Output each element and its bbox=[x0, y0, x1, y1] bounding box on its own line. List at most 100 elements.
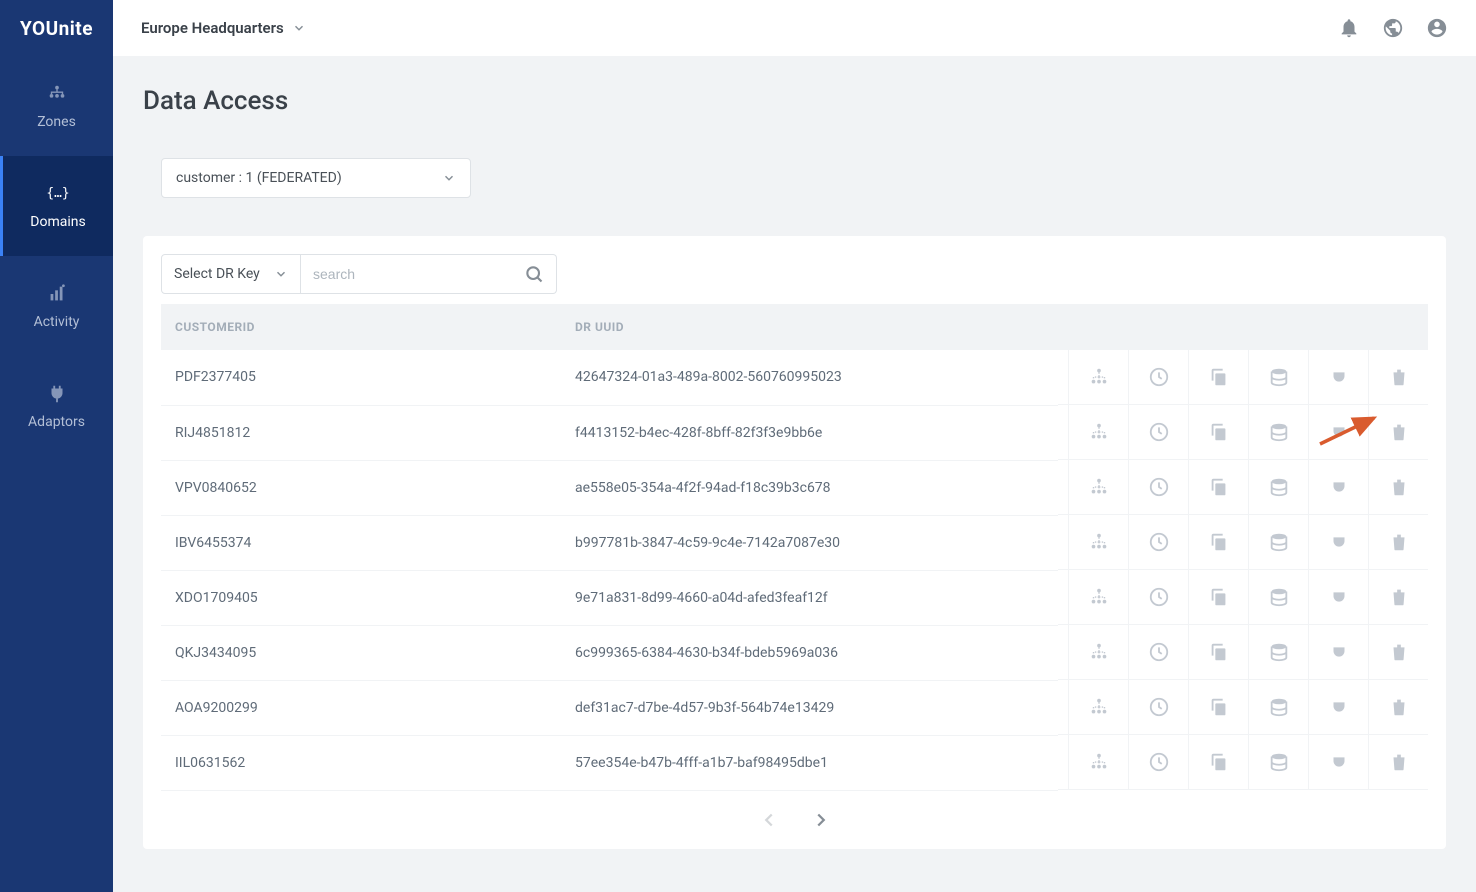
topbar: Europe Headquarters bbox=[113, 0, 1476, 56]
cell-druuid: b997781b-3847-4c59-9c4e-7142a7087e30 bbox=[561, 515, 1058, 570]
history-action-button[interactable] bbox=[1128, 460, 1188, 514]
pager bbox=[143, 791, 1446, 849]
chevron-down-icon bbox=[442, 171, 456, 185]
tree-action-button[interactable] bbox=[1068, 625, 1128, 679]
table-row: PDF2377405 42647324-01a3-489a-8002-56076… bbox=[161, 350, 1428, 405]
history-action-button[interactable] bbox=[1128, 680, 1188, 734]
delete-action-button[interactable] bbox=[1368, 735, 1428, 789]
dr-key-select[interactable]: Select DR Key bbox=[161, 254, 301, 294]
tree-action-button[interactable] bbox=[1068, 405, 1128, 459]
main-area: Europe Headquarters Data Access customer… bbox=[113, 0, 1476, 892]
actions-cell bbox=[1058, 735, 1428, 790]
cell-customerid: PDF2377405 bbox=[161, 350, 561, 405]
table-row: VPV0840652 ae558e05-354a-4f2f-94ad-f18c3… bbox=[161, 460, 1428, 515]
search-icon[interactable] bbox=[524, 264, 544, 284]
plug-action-button[interactable] bbox=[1308, 735, 1368, 789]
table-controls: Select DR Key bbox=[143, 236, 1446, 304]
copy-action-button[interactable] bbox=[1188, 405, 1248, 459]
next-page-button[interactable] bbox=[810, 809, 832, 831]
delete-action-button[interactable] bbox=[1368, 405, 1428, 459]
topbar-icons bbox=[1338, 17, 1448, 39]
data-action-button[interactable] bbox=[1248, 625, 1308, 679]
history-action-button[interactable] bbox=[1128, 570, 1188, 624]
hq-selector[interactable]: Europe Headquarters bbox=[141, 19, 306, 37]
table-row: RIJ4851812 f4413152-b4ec-428f-8bff-82f3f… bbox=[161, 405, 1428, 460]
page-title: Data Access bbox=[143, 86, 1446, 116]
entity-select[interactable]: customer : 1 (FEDERATED) bbox=[161, 158, 471, 198]
bell-icon[interactable] bbox=[1338, 17, 1360, 39]
prev-page-button[interactable] bbox=[758, 809, 780, 831]
plug-action-button[interactable] bbox=[1308, 515, 1368, 569]
tree-action-button[interactable] bbox=[1068, 735, 1128, 789]
plug-action-button[interactable] bbox=[1308, 350, 1368, 404]
data-action-button[interactable] bbox=[1248, 680, 1308, 734]
data-action-button[interactable] bbox=[1248, 350, 1308, 404]
cell-druuid: ae558e05-354a-4f2f-94ad-f18c39b3c678 bbox=[561, 460, 1058, 515]
tree-action-button[interactable] bbox=[1068, 460, 1128, 514]
delete-action-button[interactable] bbox=[1368, 680, 1428, 734]
data-action-button[interactable] bbox=[1248, 570, 1308, 624]
copy-action-button[interactable] bbox=[1188, 735, 1248, 789]
delete-action-button[interactable] bbox=[1368, 570, 1428, 624]
cell-druuid: 6c999365-6384-4630-b34f-bdeb5969a036 bbox=[561, 625, 1058, 680]
copy-action-button[interactable] bbox=[1188, 625, 1248, 679]
plug-action-button[interactable] bbox=[1308, 405, 1368, 459]
delete-action-button[interactable] bbox=[1368, 515, 1428, 569]
cell-druuid: 42647324-01a3-489a-8002-560760995023 bbox=[561, 350, 1058, 405]
plug-action-button[interactable] bbox=[1308, 570, 1368, 624]
copy-action-button[interactable] bbox=[1188, 515, 1248, 569]
delete-action-button[interactable] bbox=[1368, 460, 1428, 514]
globe-icon[interactable] bbox=[1382, 17, 1404, 39]
history-action-button[interactable] bbox=[1128, 350, 1188, 404]
actions-cell bbox=[1058, 680, 1428, 735]
history-action-button[interactable] bbox=[1128, 625, 1188, 679]
cell-druuid: f4413152-b4ec-428f-8bff-82f3f3e9bb6e bbox=[561, 405, 1058, 460]
plug-action-button[interactable] bbox=[1308, 625, 1368, 679]
cell-customerid: IBV6455374 bbox=[161, 515, 561, 570]
actions-cell bbox=[1058, 350, 1428, 405]
cell-customerid: AOA9200299 bbox=[161, 680, 561, 735]
sidebar-item-label: Activity bbox=[34, 314, 80, 330]
data-action-button[interactable] bbox=[1248, 515, 1308, 569]
data-action-button[interactable] bbox=[1248, 460, 1308, 514]
plug-action-button[interactable] bbox=[1308, 680, 1368, 734]
actions-cell bbox=[1058, 460, 1428, 515]
app-logo: YOUnite bbox=[0, 0, 113, 56]
data-action-button[interactable] bbox=[1248, 735, 1308, 789]
search-wrap bbox=[301, 254, 557, 294]
sidebar-item-label: Zones bbox=[37, 114, 76, 130]
cell-customerid: VPV0840652 bbox=[161, 460, 561, 515]
delete-action-button[interactable] bbox=[1368, 625, 1428, 679]
data-action-button[interactable] bbox=[1248, 405, 1308, 459]
history-action-button[interactable] bbox=[1128, 515, 1188, 569]
history-action-button[interactable] bbox=[1128, 735, 1188, 789]
account-icon[interactable] bbox=[1426, 17, 1448, 39]
copy-action-button[interactable] bbox=[1188, 680, 1248, 734]
tree-action-button[interactable] bbox=[1068, 350, 1128, 404]
tree-action-button[interactable] bbox=[1068, 515, 1128, 569]
cell-druuid: 57ee354e-b47b-4fff-a1b7-baf98495dbe1 bbox=[561, 735, 1058, 790]
table-row: IIL0631562 57ee354e-b47b-4fff-a1b7-baf98… bbox=[161, 735, 1428, 790]
sidebar-item-activity[interactable]: Activity bbox=[0, 256, 113, 356]
tree-action-button[interactable] bbox=[1068, 680, 1128, 734]
tree-action-button[interactable] bbox=[1068, 570, 1128, 624]
cell-customerid: XDO1709405 bbox=[161, 570, 561, 625]
sidebar-item-adaptors[interactable]: Adaptors bbox=[0, 356, 113, 456]
adaptors-icon bbox=[43, 382, 71, 406]
sidebar-item-label: Adaptors bbox=[28, 414, 85, 430]
copy-action-button[interactable] bbox=[1188, 350, 1248, 404]
cell-customerid: IIL0631562 bbox=[161, 735, 561, 790]
sidebar-item-zones[interactable]: Zones bbox=[0, 56, 113, 156]
col-customerid[interactable]: CUSTOMERID bbox=[161, 304, 561, 350]
sidebar-item-label: Domains bbox=[30, 214, 85, 230]
copy-action-button[interactable] bbox=[1188, 460, 1248, 514]
history-action-button[interactable] bbox=[1128, 405, 1188, 459]
chevron-down-icon bbox=[274, 267, 288, 281]
col-druuid[interactable]: DR UUID bbox=[561, 304, 1058, 350]
search-input[interactable] bbox=[313, 266, 524, 282]
delete-action-button[interactable] bbox=[1368, 350, 1428, 404]
copy-action-button[interactable] bbox=[1188, 570, 1248, 624]
sidebar-item-domains[interactable]: Domains bbox=[0, 156, 113, 256]
plug-action-button[interactable] bbox=[1308, 460, 1368, 514]
sidebar: YOUnite Zones Domains Activity Adaptors bbox=[0, 0, 113, 892]
